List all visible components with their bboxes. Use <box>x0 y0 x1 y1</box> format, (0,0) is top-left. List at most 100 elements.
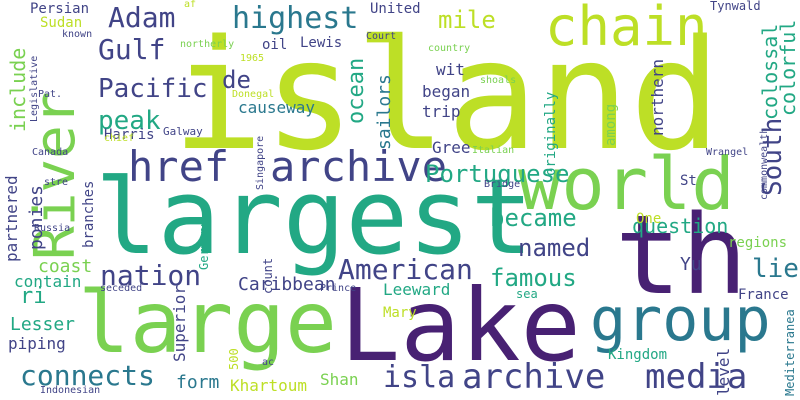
word-trip: trip <box>422 102 461 121</box>
word-legislative: Legislative <box>29 55 40 122</box>
word-branches: branches <box>81 180 97 248</box>
word-ri: ri <box>20 284 47 309</box>
word-prince: Prince <box>320 283 357 294</box>
word-among: among <box>603 103 619 146</box>
word-mile: mile <box>438 6 496 34</box>
word-mary: Mary <box>383 305 417 321</box>
word-1965: 1965 <box>240 53 265 64</box>
word-ocean: ocean <box>344 57 369 124</box>
word-italian: Italian <box>472 145 515 156</box>
word-piping: piping <box>8 334 66 353</box>
word-ac: ac <box>262 357 275 368</box>
word-adam: Adam <box>108 1 176 34</box>
word-country: country <box>428 43 471 54</box>
word-sailors: sailors <box>374 74 395 150</box>
word-isla: isla <box>383 360 456 395</box>
word-wit: wit <box>436 60 465 79</box>
word-form: form <box>176 372 220 393</box>
word-kingdom: Kingdom <box>608 347 668 363</box>
word-st: St <box>680 173 697 189</box>
word-mediterranea: Mediterranea <box>783 309 797 396</box>
word-singapore: Singapore <box>255 135 266 190</box>
word-galway: Galway <box>163 125 203 138</box>
word-shoals: shoals <box>480 75 517 86</box>
word-northerly: northerly <box>180 39 235 50</box>
word-count: count <box>261 257 275 294</box>
word-portuguese: Portuguese <box>425 160 570 188</box>
word-bridge: Bridge <box>484 179 521 190</box>
word-sudan: Sudan <box>40 15 83 31</box>
word-yu: Yu <box>680 254 702 275</box>
word-de: de <box>222 66 251 94</box>
word-named: named <box>518 234 591 262</box>
word-highest: highest <box>232 1 359 36</box>
word-ponies: ponies <box>26 184 47 250</box>
word-colorful: colorful <box>776 19 800 116</box>
word-one: One <box>636 211 662 227</box>
word-france: France <box>738 287 789 303</box>
word-famous: famous <box>490 264 577 292</box>
word-include: include <box>6 47 30 132</box>
word-archive-2: archive <box>462 357 606 397</box>
word-media: media <box>645 357 748 397</box>
word-500: 500 <box>227 348 241 370</box>
word-href: href <box>128 142 230 191</box>
word-causeway: causeway <box>238 98 316 117</box>
word-oil: oil <box>262 37 288 53</box>
word-th: th <box>615 191 748 319</box>
word-shan: Shan <box>320 370 359 389</box>
word-lie: lie <box>752 254 799 284</box>
word-chief: chief <box>104 133 135 144</box>
word-sea: sea <box>516 287 538 301</box>
word-lewis: Lewis <box>300 35 343 51</box>
word-large: large <box>78 273 337 373</box>
word-contain: contain <box>14 272 82 291</box>
word-began: began <box>422 82 471 101</box>
word-harris: Harris <box>104 127 155 143</box>
word-germany: Germany <box>197 219 211 270</box>
word-commonwealth: commonwealth <box>759 127 770 200</box>
word-coast: coast <box>38 256 93 277</box>
word-group: group <box>590 285 771 355</box>
word-world: world <box>518 142 735 226</box>
word-island: island <box>172 7 722 184</box>
word-pacific: Pacific <box>98 74 208 104</box>
word-af: af <box>184 0 197 10</box>
word-indonesian: Indonesian <box>40 385 101 396</box>
word-superior: Superior <box>170 284 189 362</box>
word-northern: northern <box>648 58 667 136</box>
word-american: American <box>338 253 473 286</box>
word-partnered: partnered <box>2 175 21 262</box>
word-court: Court <box>366 31 397 42</box>
word-known: known <box>62 29 93 40</box>
word-leeward: Leeward <box>383 280 451 299</box>
word-level: level <box>714 347 733 396</box>
word-connects: connects <box>20 359 155 392</box>
word-wrangel: Wrangel <box>706 147 749 158</box>
word-united: United <box>370 1 421 17</box>
word-donegal: Donegal <box>232 89 275 100</box>
word-largest: largest <box>95 156 534 278</box>
word-became: became <box>490 204 577 232</box>
word-gree: Gree <box>432 138 471 157</box>
word-regions: regions <box>728 235 788 251</box>
word-originally: originally <box>543 91 559 176</box>
word-caribbean: Caribbean <box>238 274 336 295</box>
word-persian: Persian <box>30 1 90 17</box>
word-archive-1: archive <box>270 142 448 191</box>
word-russia: Russia <box>34 223 71 234</box>
word-nation: nation <box>100 259 202 292</box>
word-khartoum: Khartoum <box>230 376 308 395</box>
word-pat: Pat. <box>38 89 63 100</box>
word-peak: peak <box>98 106 161 136</box>
word-question: question <box>632 214 729 238</box>
word-lesser: Lesser <box>10 314 76 335</box>
word-stre: stre <box>44 177 69 188</box>
word-seceded: seceded <box>100 283 143 294</box>
word-gulf: Gulf <box>98 33 166 66</box>
word-lake: Lake <box>340 267 581 384</box>
word-tynwald: Tynwald <box>710 0 761 13</box>
word-chain: chain <box>545 0 708 58</box>
word-canada: Canada <box>32 147 69 158</box>
